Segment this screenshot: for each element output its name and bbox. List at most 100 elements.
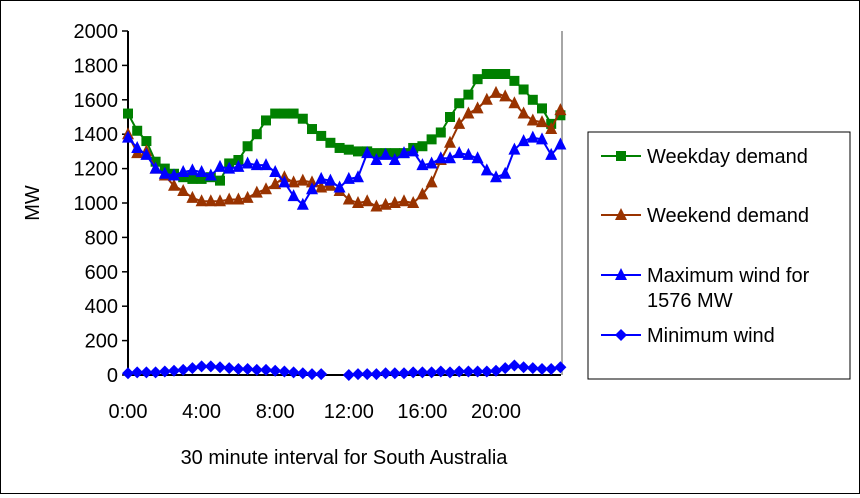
data-point <box>342 192 355 205</box>
data-point <box>306 368 318 381</box>
data-point <box>444 135 456 148</box>
x-axis-label: 30 minute interval for South Australia <box>181 447 509 469</box>
data-point <box>122 130 134 143</box>
data-point <box>214 159 226 172</box>
data-point <box>407 366 420 379</box>
data-point <box>554 103 567 116</box>
data-point <box>260 182 272 195</box>
data-point <box>269 177 282 190</box>
series-2 <box>122 130 567 210</box>
data-point <box>251 129 262 140</box>
data-point <box>388 196 401 208</box>
data-point <box>260 363 272 376</box>
data-point <box>462 106 475 119</box>
data-point <box>250 158 263 171</box>
legend-label: Minimum wind <box>647 325 775 347</box>
legend-marker <box>615 329 627 341</box>
y-tick-label: 1200 <box>74 159 119 181</box>
data-point <box>499 166 512 179</box>
data-point <box>352 170 364 183</box>
data-point <box>352 368 364 381</box>
data-point <box>500 69 511 79</box>
data-point <box>306 182 318 195</box>
y-tick-label: 1600 <box>74 90 119 112</box>
data-point <box>223 192 236 205</box>
data-point <box>168 364 180 377</box>
data-point <box>545 362 558 375</box>
data-point <box>379 147 392 160</box>
data-point <box>536 362 548 375</box>
data-point <box>214 194 226 207</box>
data-point <box>131 366 144 379</box>
data-point <box>186 163 199 176</box>
data-point <box>398 146 410 159</box>
data-point <box>168 168 180 181</box>
data-point <box>215 175 225 186</box>
data-point <box>261 115 271 126</box>
data-point <box>353 146 363 157</box>
data-point <box>527 94 538 105</box>
data-point <box>545 122 558 135</box>
data-point <box>352 196 364 208</box>
data-point <box>480 163 493 176</box>
data-point <box>187 173 198 184</box>
y-tick-label: 1400 <box>74 124 119 146</box>
data-point <box>204 168 217 181</box>
x-tick-label: 12:00 <box>324 401 374 423</box>
series-0 <box>123 69 566 186</box>
data-point <box>388 153 401 165</box>
data-point <box>554 137 567 150</box>
data-point <box>269 165 282 178</box>
data-point <box>537 103 547 114</box>
data-point <box>435 127 446 138</box>
legend-label: Weekend demand <box>647 205 809 227</box>
legend-label-line: Maximum wind for <box>647 265 810 287</box>
data-point <box>342 369 355 381</box>
data-point <box>462 147 475 160</box>
data-point <box>370 153 383 165</box>
data-point <box>232 192 245 205</box>
data-point <box>315 180 328 193</box>
data-point <box>250 363 263 376</box>
y-tick-label: 2000 <box>74 21 119 43</box>
data-point <box>361 368 374 381</box>
data-point <box>361 146 374 159</box>
data-point <box>140 147 153 160</box>
data-point <box>388 367 401 380</box>
data-point <box>508 359 521 372</box>
data-point <box>158 365 171 378</box>
data-point <box>434 151 447 164</box>
data-point <box>517 134 530 147</box>
data-point <box>536 132 548 145</box>
data-point <box>480 92 493 105</box>
data-point <box>204 194 217 207</box>
data-point <box>241 190 254 203</box>
data-point <box>490 170 502 183</box>
data-point <box>195 194 208 207</box>
data-point <box>242 141 253 152</box>
data-point <box>223 161 236 174</box>
data-point <box>122 367 134 380</box>
data-point <box>168 178 180 191</box>
data-point <box>526 130 539 143</box>
data-point <box>554 361 567 374</box>
data-point <box>407 144 420 157</box>
data-point <box>370 368 383 381</box>
data-point <box>444 366 456 379</box>
data-point <box>186 190 199 203</box>
data-point <box>526 113 539 126</box>
data-point <box>370 199 383 212</box>
data-point <box>379 197 392 210</box>
data-point <box>453 365 466 378</box>
data-point <box>250 185 263 198</box>
data-point <box>177 183 190 196</box>
data-point <box>416 366 429 379</box>
data-point <box>241 362 254 375</box>
data-point <box>186 362 199 375</box>
data-point <box>177 363 190 376</box>
data-point <box>555 110 566 121</box>
data-point <box>287 175 300 188</box>
data-point <box>481 69 492 79</box>
data-point <box>158 166 171 179</box>
data-point <box>123 108 133 119</box>
